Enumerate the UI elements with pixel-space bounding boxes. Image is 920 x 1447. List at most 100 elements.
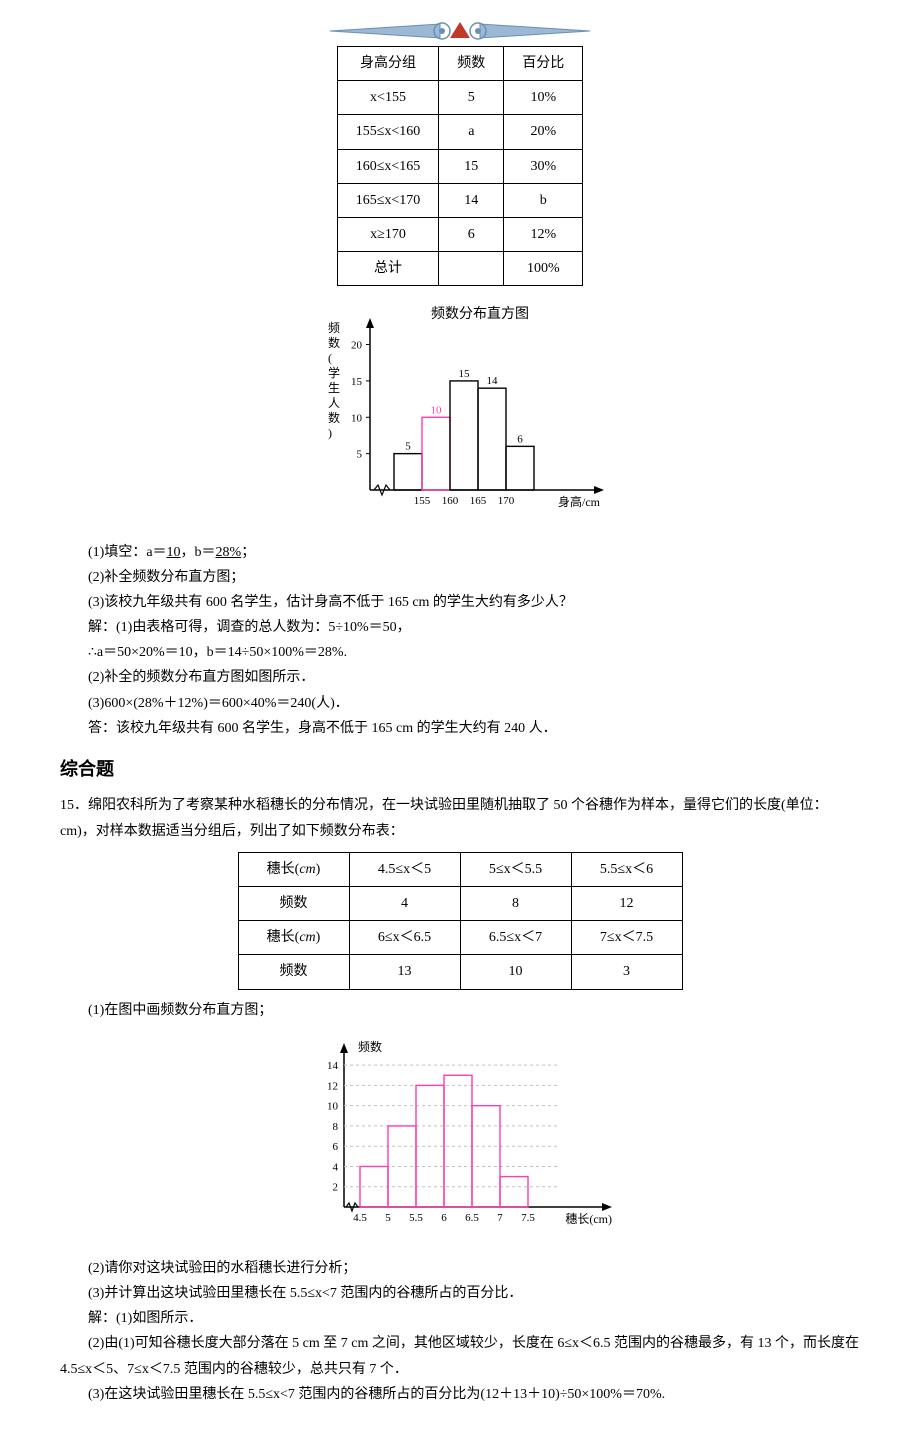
q14-sub2: (2)补全频数分布直方图； [60, 565, 860, 590]
svg-text:5: 5 [357, 449, 363, 461]
q14-sol5: 答：该校九年级共有 600 名学生，身高不低于 165 cm 的学生大约有 24… [60, 716, 860, 741]
table-header-cell: 百分比 [504, 47, 583, 81]
svg-text:8: 8 [333, 1121, 339, 1133]
table-cell [439, 252, 504, 286]
svg-text:6: 6 [441, 1212, 447, 1224]
table-cell: 30% [504, 149, 583, 183]
table-cell: 160≤x<165 [337, 149, 439, 183]
histogram-spike: 频数 2 4 6 8 10 12 14 4.5 5 5.5 6 6.5 7 7.5 穗长(cm) [300, 1037, 620, 1237]
table-cell: 3 [571, 955, 682, 989]
svg-text:频: 频 [328, 321, 340, 335]
svg-text:数: 数 [328, 335, 340, 350]
svg-text:人: 人 [328, 396, 340, 410]
q15-sol3: (3)在这块试验田里穗长在 5.5≤x<7 范围内的谷穗所占的百分比为(12＋1… [60, 1382, 860, 1407]
svg-text:穗长(cm): 穗长(cm) [565, 1212, 612, 1226]
svg-text:6.5: 6.5 [465, 1212, 479, 1224]
svg-text:5: 5 [385, 1212, 391, 1224]
q14-sol2: ∴a＝50×20%＝10，b＝14÷50×100%＝28%. [60, 640, 860, 665]
page-ornament [330, 20, 590, 42]
svg-text:(: ( [328, 351, 332, 365]
table-cell: 总计 [337, 252, 439, 286]
svg-text:10: 10 [351, 413, 363, 425]
svg-text:5.5: 5.5 [409, 1212, 423, 1224]
svg-text:14: 14 [327, 1060, 339, 1072]
svg-text:学: 学 [328, 365, 340, 380]
svg-text:6: 6 [333, 1141, 339, 1153]
q14-sol4: (3)600×(28%＋12%)＝600×40%＝240(人)． [60, 691, 860, 716]
svg-text:160: 160 [442, 495, 459, 507]
q14-sub1-mid: ，b＝ [181, 545, 216, 560]
table-cell: 穗长(cm) [238, 921, 349, 955]
table-cell: 6 [439, 217, 504, 251]
svg-text:170: 170 [498, 495, 515, 507]
q15-sub3: (3)并计算出这块试验田里穗长在 5.5≤x<7 范围内的谷穗所占的百分比． [60, 1281, 860, 1306]
table-cell: 10 [460, 955, 571, 989]
svg-text:2: 2 [333, 1181, 339, 1193]
q15-sub2: (2)请你对这块试验田的水稻穗长进行分析； [60, 1256, 860, 1281]
q14-b-value: 28% [216, 545, 242, 560]
table-cell: 165≤x<170 [337, 183, 439, 217]
table-cell: 5≤x＜5.5 [460, 852, 571, 886]
q14-a-value: 10 [167, 545, 181, 560]
table-cell: 14 [439, 183, 504, 217]
table-cell: a [439, 115, 504, 149]
svg-text:身高/cm: 身高/cm [558, 494, 601, 509]
svg-text:生: 生 [328, 381, 340, 395]
table-cell: 5 [439, 81, 504, 115]
svg-text:5: 5 [405, 441, 411, 453]
histogram-height: 频数分布直方图频数(学生人数)5101520510151461551601651… [310, 300, 610, 520]
svg-text:10: 10 [431, 405, 443, 417]
spike-length-table: 穗长(cm)4.5≤x＜55≤x＜5.55.5≤x＜6频数4812穗长(cm)6… [238, 852, 683, 990]
svg-text:数: 数 [328, 410, 340, 425]
table-header-cell: 身高分组 [337, 47, 439, 81]
table-cell: 5.5≤x＜6 [571, 852, 682, 886]
svg-text:4.5: 4.5 [353, 1212, 367, 1224]
table-cell: 12% [504, 217, 583, 251]
svg-text:15: 15 [459, 368, 471, 380]
table-cell: 100% [504, 252, 583, 286]
height-freq-table: 身高分组频数百分比 x<155510% 155≤x<160a20% 160≤x<165… [337, 46, 584, 286]
table-cell: 4.5≤x＜5 [349, 852, 460, 886]
table-header-cell: 频数 [439, 47, 504, 81]
svg-text:15: 15 [351, 376, 363, 388]
table-cell: 12 [571, 886, 682, 920]
svg-text:10: 10 [327, 1100, 339, 1112]
table-cell: 15 [439, 149, 504, 183]
q14-sol3: (2)补全的频数分布直方图如图所示． [60, 665, 860, 690]
table-cell: x<155 [337, 81, 439, 115]
q15-stem-text: 15．绵阳农科所为了考察某种水稻穗长的分布情况，在一块试验田里随机抽取了 50 … [60, 798, 828, 838]
svg-text:4: 4 [333, 1161, 339, 1173]
q15-stem: 15．绵阳农科所为了考察某种水稻穗长的分布情况，在一块试验田里随机抽取了 50 … [60, 793, 860, 843]
table-cell: 20% [504, 115, 583, 149]
q14-sub1: (1)填空：a＝10，b＝28%； [60, 540, 860, 565]
svg-text:频数: 频数 [358, 1039, 382, 1054]
table-cell: 穗长(cm) [238, 852, 349, 886]
section-title: 综合题 [60, 753, 860, 785]
table-cell: b [504, 183, 583, 217]
table-cell: 10% [504, 81, 583, 115]
q15-sol2: (2)由(1)可知谷穗长度大部分落在 5 cm 至 7 cm 之间，其他区域较少… [60, 1331, 860, 1381]
svg-text:165: 165 [470, 495, 487, 507]
svg-text:频数分布直方图: 频数分布直方图 [431, 305, 529, 322]
q14-sol1: 解：(1)由表格可得，调查的总人数为：5÷10%＝50， [60, 615, 860, 640]
table-cell: 8 [460, 886, 571, 920]
svg-text:): ) [328, 426, 332, 440]
table-cell: x≥170 [337, 217, 439, 251]
svg-text:7.5: 7.5 [521, 1212, 535, 1224]
q15-sub1: (1)在图中画频数分布直方图； [60, 998, 860, 1023]
table-cell: 155≤x<160 [337, 115, 439, 149]
table-cell: 7≤x＜7.5 [571, 921, 682, 955]
q14-sub1-pre: (1)填空：a＝ [88, 545, 167, 560]
svg-text:6: 6 [517, 434, 523, 446]
table-cell: 频数 [238, 886, 349, 920]
svg-text:7: 7 [497, 1212, 503, 1224]
table-cell: 13 [349, 955, 460, 989]
q14-sub1-post: ； [241, 545, 255, 560]
svg-text:12: 12 [327, 1080, 338, 1092]
table-cell: 频数 [238, 955, 349, 989]
table-cell: 6≤x＜6.5 [349, 921, 460, 955]
svg-text:20: 20 [351, 340, 363, 352]
svg-text:14: 14 [487, 375, 499, 387]
table-cell: 4 [349, 886, 460, 920]
table-cell: 6.5≤x＜7 [460, 921, 571, 955]
